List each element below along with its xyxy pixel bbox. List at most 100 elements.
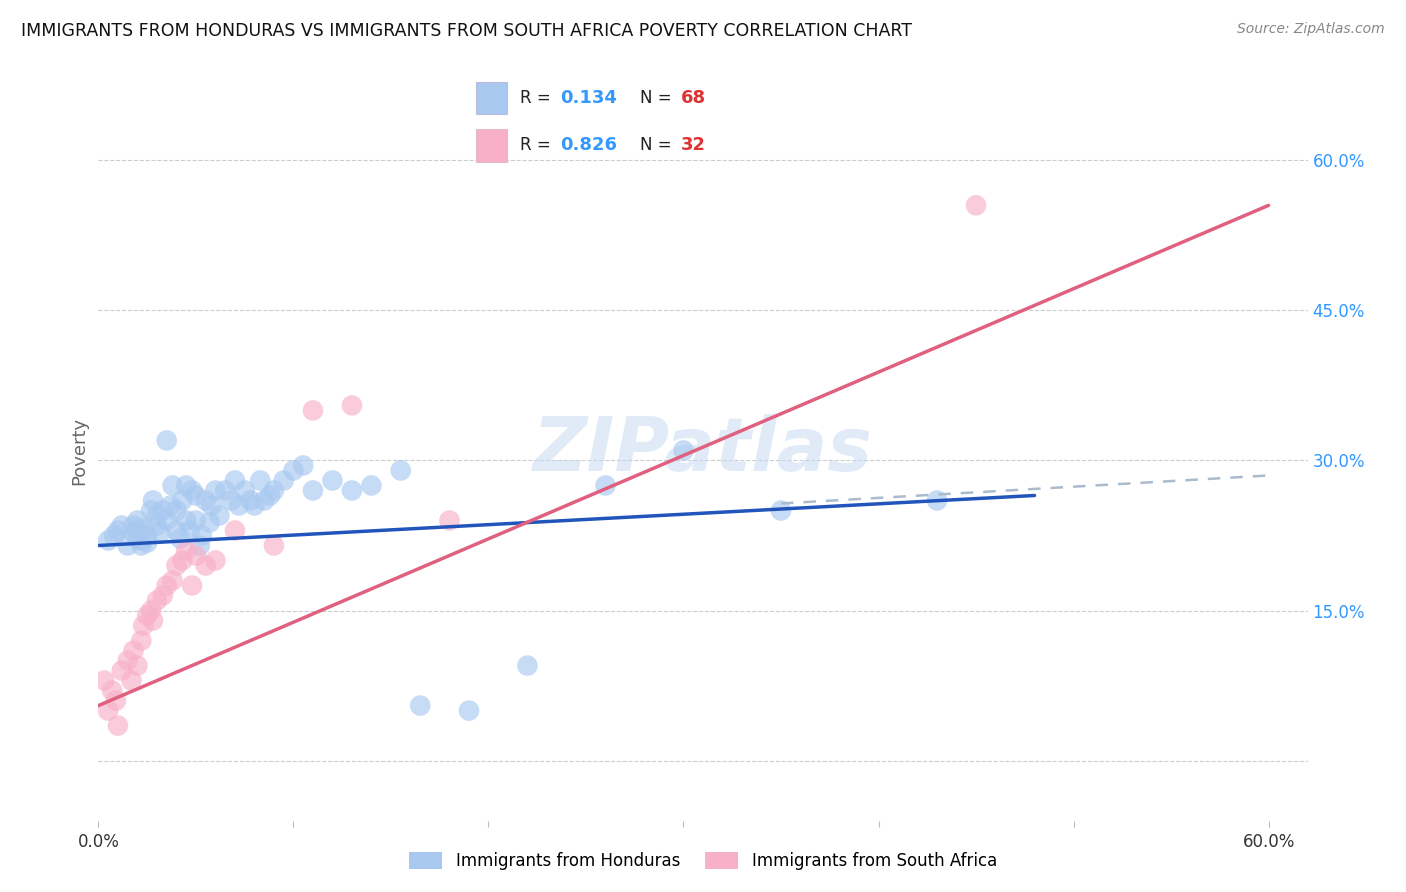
Point: [165, 558, 187, 573]
Point: [139, 603, 162, 617]
Point: [184, 549, 207, 563]
Point: [127, 514, 149, 528]
Point: [127, 658, 149, 673]
Point: [174, 514, 197, 528]
Point: [458, 704, 481, 718]
Point: [224, 474, 246, 488]
Point: [239, 493, 262, 508]
Point: [191, 528, 214, 542]
Point: [263, 483, 285, 498]
Point: [198, 516, 221, 530]
FancyBboxPatch shape: [477, 128, 508, 161]
Point: [214, 483, 236, 498]
Point: [121, 673, 143, 688]
Point: [595, 478, 617, 492]
Text: R =: R =: [520, 88, 555, 106]
Point: [439, 514, 461, 528]
Point: [200, 499, 222, 513]
Point: [165, 524, 187, 538]
Point: [340, 483, 363, 498]
Point: [169, 532, 191, 546]
Text: R =: R =: [520, 136, 555, 154]
Point: [122, 643, 145, 657]
Point: [127, 532, 149, 546]
Point: [122, 518, 145, 533]
Text: 0.134: 0.134: [560, 88, 617, 106]
Point: [194, 493, 217, 508]
Point: [360, 478, 382, 492]
Point: [117, 654, 139, 668]
Text: Source: ZipAtlas.com: Source: ZipAtlas.com: [1237, 22, 1385, 37]
Point: [179, 524, 201, 538]
Point: [672, 443, 695, 458]
Point: [142, 493, 165, 508]
Point: [156, 514, 179, 528]
Point: [769, 503, 792, 517]
Point: [156, 578, 179, 592]
Point: [228, 499, 250, 513]
Text: IMMIGRANTS FROM HONDURAS VS IMMIGRANTS FROM SOUTH AFRICA POVERTY CORRELATION CHA: IMMIGRANTS FROM HONDURAS VS IMMIGRANTS F…: [21, 22, 912, 40]
Text: 32: 32: [681, 136, 706, 154]
Point: [516, 658, 538, 673]
Point: [321, 474, 343, 488]
Point: [159, 499, 181, 513]
Point: [172, 553, 194, 567]
Point: [131, 533, 153, 548]
Point: [127, 524, 149, 538]
Point: [162, 574, 184, 588]
Point: [263, 539, 285, 553]
Point: [181, 578, 204, 592]
Text: N =: N =: [640, 88, 678, 106]
Point: [174, 543, 197, 558]
Point: [136, 535, 159, 549]
Point: [208, 508, 231, 523]
Text: 0.826: 0.826: [560, 136, 617, 154]
Point: [204, 553, 226, 567]
Point: [249, 474, 271, 488]
Y-axis label: Poverty: Poverty: [70, 417, 89, 484]
Text: N =: N =: [640, 136, 678, 154]
Point: [136, 608, 159, 623]
Point: [142, 614, 165, 628]
Point: [389, 463, 412, 477]
Point: [165, 503, 187, 517]
Point: [146, 518, 169, 533]
Text: 68: 68: [681, 88, 706, 106]
Point: [111, 518, 134, 533]
Point: [122, 525, 145, 540]
Point: [243, 499, 266, 513]
Point: [139, 503, 162, 517]
Point: [131, 633, 153, 648]
Point: [136, 528, 159, 542]
Point: [302, 483, 325, 498]
Point: [184, 514, 207, 528]
Point: [174, 478, 197, 492]
Point: [101, 683, 124, 698]
Point: [233, 483, 256, 498]
Point: [184, 488, 207, 502]
Point: [131, 539, 153, 553]
Text: ZIPatlas: ZIPatlas: [533, 414, 873, 487]
Point: [103, 528, 125, 542]
Point: [204, 483, 226, 498]
Point: [152, 503, 174, 517]
Point: [117, 539, 139, 553]
Point: [409, 698, 432, 713]
Point: [181, 483, 204, 498]
Point: [283, 463, 305, 477]
Point: [104, 693, 127, 707]
Point: [219, 493, 242, 508]
Point: [259, 488, 281, 502]
Point: [97, 533, 120, 548]
Point: [111, 664, 134, 678]
Point: [132, 618, 155, 632]
Point: [156, 434, 179, 448]
Point: [107, 718, 129, 732]
Point: [146, 508, 169, 523]
Point: [302, 403, 325, 417]
Point: [132, 521, 155, 535]
FancyBboxPatch shape: [477, 82, 508, 114]
Point: [162, 478, 184, 492]
Point: [965, 198, 987, 212]
Point: [97, 704, 120, 718]
